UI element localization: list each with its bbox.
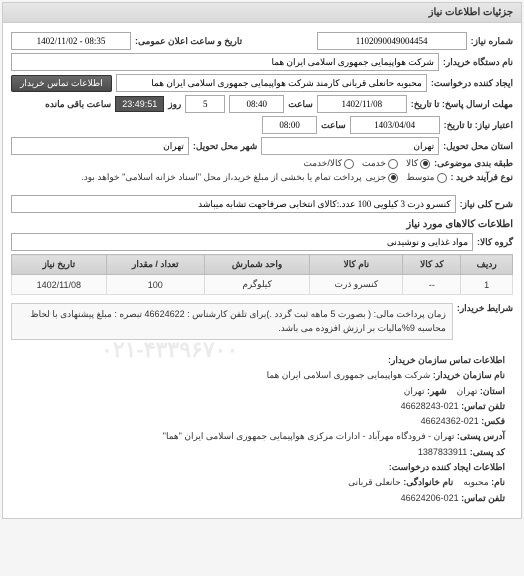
cfamily-value: حانعلی قربانی [348, 477, 401, 487]
cprov-value: تهران [457, 386, 478, 396]
requester-input[interactable] [116, 74, 427, 92]
buyer-terms-label: شرایط خریدار: [457, 299, 513, 314]
validity-date-input[interactable] [350, 116, 440, 134]
goods-group-input[interactable] [11, 233, 473, 251]
org-label: نام سازمان خریدار: [433, 370, 505, 380]
cell-date: 1402/11/08 [12, 275, 107, 295]
desc-input[interactable] [11, 195, 456, 213]
remain-days-label: روز [168, 99, 181, 110]
cell-qty: 100 [106, 275, 204, 295]
cell-code: -- [403, 275, 461, 295]
cpost-label: کد پستی: [470, 447, 505, 457]
buyer-terms-box: زمان پرداخت مالی: ( بصورت 5 ماهه ثبت گرد… [11, 303, 453, 340]
goods-group-label: گروه کالا: [477, 237, 513, 248]
deadline-date-input[interactable] [317, 95, 407, 113]
remain-days-input [185, 95, 225, 113]
contact-section: اطلاعات تماس سازمان خریدار: نام سازمان خ… [11, 347, 513, 512]
cprov-label: استان: [480, 386, 505, 396]
ccity-value: تهران [404, 386, 425, 396]
requester-label: ایجاد کننده درخواست: [431, 78, 513, 89]
cell-unit: کیلوگرم [204, 275, 309, 295]
panel-title: جزئیات اطلاعات نیاز [3, 3, 521, 23]
goods-table: ردیف کد کالا نام کالا واحد شمارش تعداد /… [11, 254, 513, 295]
validity-label: اعتبار نیاز: تا تاریخ: [444, 120, 513, 131]
col-unit: واحد شمارش [204, 255, 309, 275]
cctel-label: تلفن تماس: [461, 493, 505, 503]
proc-type-radios: متوسط جزیی [366, 172, 447, 183]
ctel-value: 021-46628243 [401, 401, 459, 411]
cname-value: محبوبه [463, 477, 488, 487]
caddr-value: تهران - فرودگاه مهرآباد - ادارات مرکزی ه… [163, 431, 455, 441]
cpost-value: 1387833911 [418, 447, 467, 457]
radio-kala[interactable]: کالا [406, 158, 430, 169]
cfamily-label: نام خانوادگی: [403, 477, 453, 487]
caddr-label: آدرس پستی: [457, 431, 505, 441]
cfax-label: فکس: [481, 416, 505, 426]
city-label: شهر محل تحویل: [193, 141, 257, 152]
class-group-radios: کالا خدمت کالا/خدمت [303, 158, 430, 169]
cname-label: نام: [491, 477, 505, 487]
watermark-text: ۰۲۱-۴۳۳۹۶۷۰۰ [101, 337, 238, 363]
proc-type-label: نوع فرآیند خرید : [451, 172, 514, 183]
cctel-value: 021-46624206 [401, 493, 459, 503]
col-date: تاریخ نیاز [12, 255, 107, 275]
time-label-2: ساعت [321, 120, 346, 131]
countdown-label: ساعت باقی مانده [45, 99, 111, 110]
radio-khedmat[interactable]: خدمت [362, 158, 398, 169]
city-input[interactable] [11, 137, 189, 155]
ctel-label: تلفن تماس: [461, 401, 505, 411]
cfax-value: 021-46624362 [421, 416, 479, 426]
class-group-label: طبقه بندی موضوعی: [434, 158, 513, 169]
time-label-1: ساعت [288, 99, 313, 110]
org-value: شرکت هواپیمایی جمهوری اسلامی ایران هما [267, 370, 431, 380]
announce-input[interactable] [11, 32, 131, 50]
buyer-unit-input[interactable] [11, 53, 439, 71]
cell-name: کنسرو ذرت [310, 275, 403, 295]
buyer-contact-button[interactable]: اطلاعات تماس خریدار [11, 75, 112, 92]
countdown-timer: 23:49:51 [115, 96, 164, 112]
goods-section-title: اطلاعات کالاهای مورد نیاز [11, 219, 513, 230]
creator-title: اطلاعات ایجاد کننده درخواست: [19, 460, 505, 475]
ccity-label: شهر: [427, 386, 447, 396]
radio-mid[interactable]: متوسط [406, 172, 446, 183]
req-num-label: شماره نیاز: [471, 36, 513, 47]
radio-small[interactable]: جزیی [366, 172, 399, 183]
validity-time-input[interactable] [262, 116, 317, 134]
table-row[interactable]: 1 -- کنسرو ذرت کیلوگرم 100 1402/11/08 [12, 275, 513, 295]
col-code: کد کالا [403, 255, 461, 275]
province-input[interactable] [261, 137, 439, 155]
contact-title: اطلاعات تماس سازمان خریدار: [19, 353, 505, 368]
announce-label: تاریخ و ساعت اعلان عمومی: [135, 36, 242, 47]
col-qty: تعداد / مقدار [106, 255, 204, 275]
col-name: نام کالا [310, 255, 403, 275]
buyer-unit-label: نام دستگاه خریدار: [443, 57, 513, 68]
cell-row: 1 [461, 275, 513, 295]
req-num-input[interactable] [317, 32, 467, 50]
deadline-label: مهلت ارسال پاسخ: تا تاریخ: [411, 99, 513, 110]
deadline-time-input[interactable] [229, 95, 284, 113]
radio-both[interactable]: کالا/خدمت [303, 158, 354, 169]
province-label: استان محل تحویل: [443, 141, 513, 152]
proc-type-note: پرداخت تمام یا بخشی از مبلغ خرید،از محل … [81, 172, 361, 183]
col-row: ردیف [461, 255, 513, 275]
desc-label: شرح کلی نیاز: [460, 199, 513, 210]
